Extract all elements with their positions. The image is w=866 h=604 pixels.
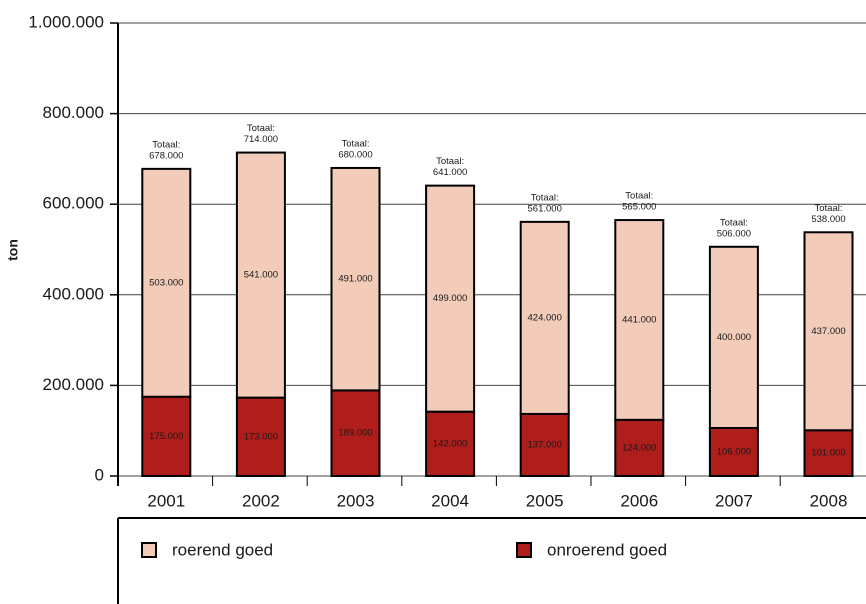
bar-segment: [708, 426, 759, 477]
value-label: 101.000: [811, 448, 845, 459]
value-label: 142.000: [433, 438, 467, 449]
value-label: 124.000: [622, 442, 656, 453]
total-prefix: Totaal:: [342, 138, 370, 149]
value-label: 437.000: [811, 326, 845, 337]
bar-segment: [519, 412, 570, 477]
total-prefix: Totaal:: [247, 123, 275, 134]
x-tick-label: 2001: [147, 491, 185, 510]
total-prefix: Totaal:: [815, 203, 843, 214]
bar-segment: [708, 245, 759, 429]
value-label: 441.000: [622, 314, 656, 325]
total-label: 680.000: [338, 149, 372, 160]
x-tick-label: 2004: [431, 491, 469, 510]
legend-label: onroerend goed: [547, 540, 667, 559]
total-prefix: Totaal:: [531, 192, 559, 203]
value-label: 503.000: [149, 277, 183, 288]
y-tick-label: 400.000: [43, 284, 104, 303]
value-label: 189.000: [338, 428, 372, 439]
total-prefix: Totaal:: [152, 139, 180, 150]
value-label: 137.000: [528, 439, 562, 450]
x-tick-label: 2007: [715, 491, 753, 510]
value-label: 491.000: [338, 274, 372, 285]
total-label: 538.000: [811, 214, 845, 225]
value-label: 173.000: [244, 431, 278, 442]
legend-swatch: [141, 542, 157, 558]
x-tick-label: 2008: [810, 491, 848, 510]
value-label: 175.000: [149, 431, 183, 442]
bar-segment: [519, 220, 570, 415]
total-label: 678.000: [149, 150, 183, 161]
total-label: 561.000: [528, 203, 562, 214]
x-tick-label: 2003: [337, 491, 375, 510]
total-prefix: Totaal:: [436, 156, 464, 167]
value-label: 424.000: [528, 312, 562, 323]
bar-segment: [614, 219, 665, 421]
total-prefix: Totaal:: [720, 217, 748, 228]
bar-segment: [803, 429, 854, 478]
value-label: 541.000: [244, 270, 278, 281]
bar-segment: [235, 396, 286, 478]
bar-segment: [425, 184, 476, 413]
x-tick-label: 2005: [526, 491, 564, 510]
bar-segment: [330, 389, 381, 477]
y-tick-label: 0: [95, 465, 104, 484]
bar-segment: [614, 418, 665, 478]
total-label: 641.000: [433, 167, 467, 178]
total-label: 506.000: [717, 228, 751, 239]
total-label: 714.000: [244, 134, 278, 145]
y-axis-label: ton: [5, 239, 21, 261]
bar-segment: [330, 166, 381, 392]
value-label: 400.000: [717, 332, 751, 343]
x-tick-label: 2006: [620, 491, 658, 510]
total-label: 565.000: [622, 202, 656, 213]
bar-segment: [235, 151, 286, 399]
y-tick-label: 800.000: [43, 103, 104, 122]
y-tick-label: 200.000: [43, 375, 104, 394]
x-tick-label: 2002: [242, 491, 280, 510]
bar-segment: [141, 395, 192, 478]
y-tick-label: 600.000: [43, 194, 104, 213]
y-tick-label: 1.000.000: [28, 12, 104, 31]
legend-label: roerend goed: [172, 540, 273, 559]
total-prefix: Totaal:: [625, 191, 653, 202]
value-label: 106.000: [717, 447, 751, 458]
bar-segment: [141, 167, 192, 398]
bar-segment: [803, 231, 854, 432]
value-label: 499.000: [433, 293, 467, 304]
legend-swatch: [516, 542, 532, 558]
